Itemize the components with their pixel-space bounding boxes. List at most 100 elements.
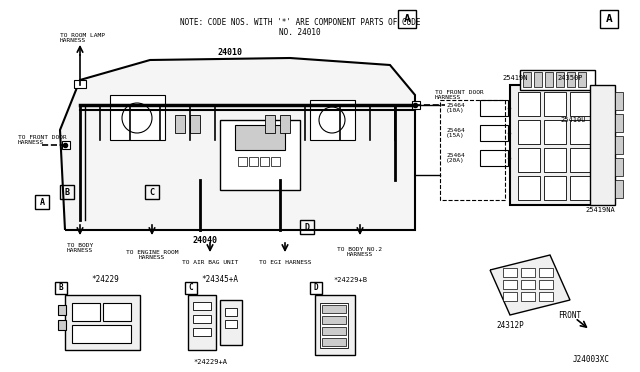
Text: *24229+B: *24229+B bbox=[333, 277, 367, 283]
Bar bbox=[322, 305, 346, 313]
Text: 25464
(10A): 25464 (10A) bbox=[446, 103, 465, 113]
Bar bbox=[322, 338, 346, 346]
Bar bbox=[265, 115, 275, 133]
Bar bbox=[518, 176, 540, 200]
Bar bbox=[480, 125, 508, 141]
Bar bbox=[480, 100, 508, 116]
Bar bbox=[615, 92, 623, 110]
Bar bbox=[310, 100, 355, 140]
PathPatch shape bbox=[60, 58, 415, 230]
Bar bbox=[539, 268, 553, 277]
Bar bbox=[615, 180, 623, 198]
Bar bbox=[238, 157, 247, 166]
Bar bbox=[503, 268, 517, 277]
Bar bbox=[220, 300, 242, 345]
Bar bbox=[518, 148, 540, 172]
Bar bbox=[440, 100, 505, 200]
PathPatch shape bbox=[490, 255, 570, 315]
Bar bbox=[510, 85, 595, 205]
Text: C: C bbox=[150, 187, 154, 196]
Bar bbox=[310, 282, 322, 294]
Bar bbox=[544, 176, 566, 200]
Bar bbox=[35, 195, 49, 209]
Bar bbox=[235, 125, 285, 150]
Bar bbox=[175, 115, 185, 133]
Text: TO BODY
HARNESS: TO BODY HARNESS bbox=[67, 243, 93, 253]
Bar bbox=[145, 185, 159, 199]
Bar bbox=[315, 295, 355, 355]
Bar bbox=[280, 115, 290, 133]
Text: B: B bbox=[65, 187, 70, 196]
Bar bbox=[545, 72, 553, 87]
Bar bbox=[615, 114, 623, 132]
Bar bbox=[570, 148, 592, 172]
Text: TO FRONT DOOR
HARNESS: TO FRONT DOOR HARNESS bbox=[18, 135, 67, 145]
Text: 24350P: 24350P bbox=[557, 75, 583, 81]
Bar bbox=[58, 320, 66, 330]
Bar bbox=[520, 70, 595, 90]
Bar bbox=[503, 280, 517, 289]
Text: 25410U: 25410U bbox=[560, 117, 586, 123]
Text: D: D bbox=[314, 283, 318, 292]
Bar bbox=[544, 120, 566, 144]
Text: TO ENGINE ROOM
HARNESS: TO ENGINE ROOM HARNESS bbox=[125, 250, 179, 260]
Bar bbox=[590, 85, 615, 205]
Text: 24010: 24010 bbox=[218, 48, 243, 57]
Bar bbox=[193, 328, 211, 336]
Text: TO AIR BAG UNIT: TO AIR BAG UNIT bbox=[182, 260, 238, 264]
Bar bbox=[188, 295, 216, 350]
Bar bbox=[503, 292, 517, 301]
Bar bbox=[55, 282, 67, 294]
Bar bbox=[615, 158, 623, 176]
Bar bbox=[544, 148, 566, 172]
Bar bbox=[521, 268, 535, 277]
Bar bbox=[534, 72, 542, 87]
Bar bbox=[185, 282, 197, 294]
Bar bbox=[567, 72, 575, 87]
Bar bbox=[521, 280, 535, 289]
Bar bbox=[110, 95, 165, 140]
Bar bbox=[518, 120, 540, 144]
Text: B: B bbox=[59, 283, 63, 292]
Text: C: C bbox=[189, 283, 193, 292]
Bar bbox=[480, 150, 508, 166]
Bar bbox=[103, 303, 131, 321]
Bar bbox=[398, 10, 416, 28]
Bar bbox=[544, 92, 566, 116]
Text: A: A bbox=[605, 14, 612, 24]
Bar bbox=[556, 72, 564, 87]
Text: NOTE: CODE NOS. WITH '*' ARE COMPONENT PARTS OF CODE
NO. 24010: NOTE: CODE NOS. WITH '*' ARE COMPONENT P… bbox=[180, 18, 420, 38]
Text: 24040: 24040 bbox=[193, 235, 218, 244]
Bar bbox=[190, 115, 200, 133]
Bar bbox=[62, 141, 70, 149]
Bar bbox=[74, 80, 86, 88]
Text: TO EGI HARNESS: TO EGI HARNESS bbox=[259, 260, 311, 264]
Text: *24229: *24229 bbox=[91, 276, 119, 285]
Text: 24312P: 24312P bbox=[496, 321, 524, 330]
Bar bbox=[300, 220, 314, 234]
Text: TO FRONT DOOR
HARNESS: TO FRONT DOOR HARNESS bbox=[435, 90, 484, 100]
Bar bbox=[60, 185, 74, 199]
Text: 25419NA: 25419NA bbox=[585, 207, 615, 213]
Bar bbox=[72, 325, 131, 343]
Bar bbox=[523, 72, 531, 87]
Bar bbox=[539, 280, 553, 289]
Bar bbox=[539, 292, 553, 301]
Text: *24345+A: *24345+A bbox=[202, 276, 239, 285]
Bar bbox=[225, 308, 237, 316]
Text: A: A bbox=[404, 14, 410, 24]
Bar bbox=[578, 72, 586, 87]
Text: TO BODY NO.2
HARNESS: TO BODY NO.2 HARNESS bbox=[337, 247, 383, 257]
Bar bbox=[570, 120, 592, 144]
Bar bbox=[518, 92, 540, 116]
Bar bbox=[58, 305, 66, 315]
Bar bbox=[225, 320, 237, 328]
Text: D: D bbox=[305, 222, 310, 231]
Bar bbox=[220, 120, 300, 190]
Bar bbox=[65, 295, 140, 350]
Bar bbox=[570, 176, 592, 200]
Text: 25464
(15A): 25464 (15A) bbox=[446, 128, 465, 138]
Bar bbox=[600, 10, 618, 28]
Text: 25419N: 25419N bbox=[502, 75, 528, 81]
Bar bbox=[271, 157, 280, 166]
